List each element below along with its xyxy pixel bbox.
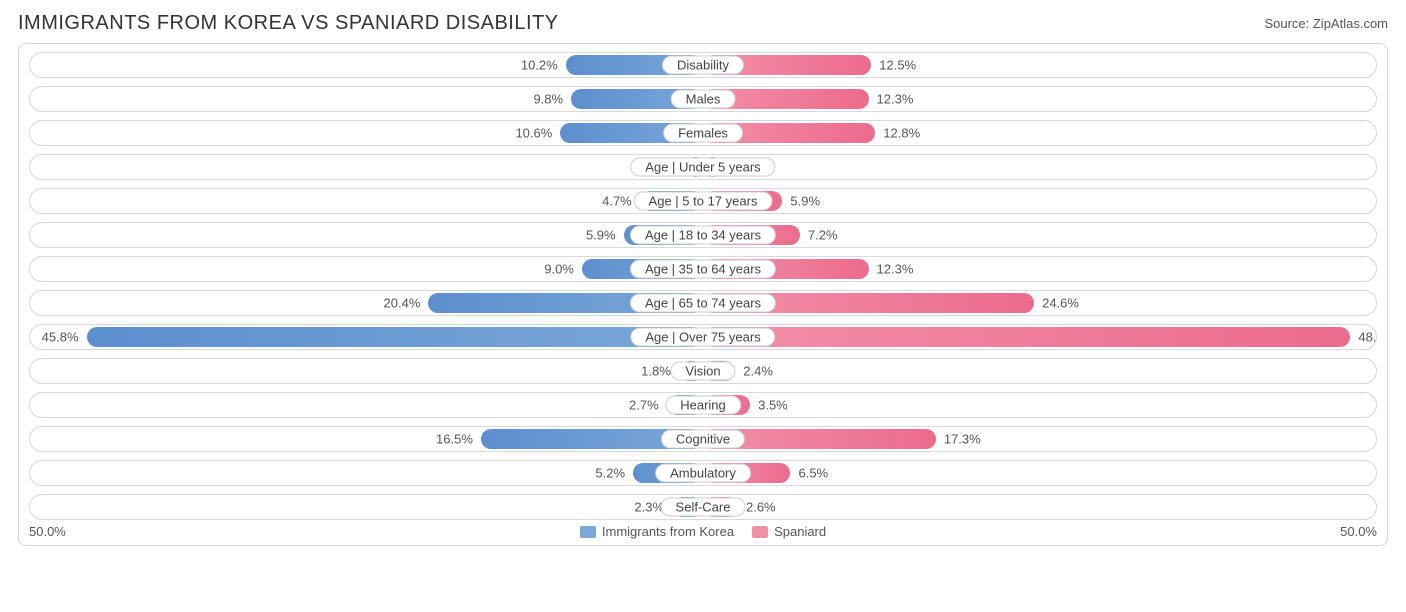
- legend-swatch-left: [580, 526, 596, 538]
- chart-row: 2.3%2.6%Self-Care: [29, 494, 1377, 520]
- value-left: 16.5%: [436, 432, 473, 447]
- value-right: 12.3%: [877, 92, 914, 107]
- category-label: Age | 18 to 34 years: [630, 226, 776, 245]
- source-label: Source: ZipAtlas.com: [1264, 16, 1388, 31]
- category-label: Males: [671, 90, 736, 109]
- chart-row: 45.8% 48.1% Age | Over 75 years: [29, 324, 1377, 350]
- chart-area: 10.2%12.5%Disability9.8%12.3%Males10.6%1…: [18, 43, 1388, 546]
- axis-left-label: 50.0%: [29, 524, 66, 539]
- value-left: 10.2%: [521, 58, 558, 73]
- value-left: 9.8%: [533, 92, 563, 107]
- category-label: Age | 35 to 64 years: [630, 260, 776, 279]
- legend-item-right: Spaniard: [752, 524, 826, 539]
- value-right: 5.9%: [790, 194, 820, 209]
- chart-row: 10.2% 12.5% Disability: [29, 52, 1377, 78]
- category-label: Vision: [670, 362, 735, 381]
- category-label: Age | 65 to 74 years: [630, 294, 776, 313]
- chart-title: IMMIGRANTS FROM KOREA VS SPANIARD DISABI…: [18, 12, 559, 35]
- value-right: 48.1%: [1358, 330, 1377, 345]
- value-left: 45.8%: [42, 330, 79, 345]
- chart-row: 20.4% 24.6% Age | 65 to 74 years: [29, 290, 1377, 316]
- category-label: Age | Over 75 years: [630, 328, 775, 347]
- value-left: 10.6%: [515, 126, 552, 141]
- chart-row: 2.7% 3.5% Hearing: [29, 392, 1377, 418]
- value-right: 2.6%: [746, 500, 776, 515]
- value-right: 7.2%: [808, 228, 838, 243]
- value-left: 1.8%: [641, 364, 671, 379]
- value-right: 17.3%: [944, 432, 981, 447]
- value-left: 9.0%: [544, 262, 574, 277]
- legend-item-left: Immigrants from Korea: [580, 524, 734, 539]
- category-label: Age | Under 5 years: [630, 158, 775, 177]
- category-label: Cognitive: [661, 430, 745, 449]
- chart-row: 10.6% 12.8% Females: [29, 120, 1377, 146]
- chart-row: 16.5% 17.3% Cognitive: [29, 426, 1377, 452]
- category-label: Self-Care: [661, 498, 746, 517]
- chart-row: 1.8% 2.4% Vision: [29, 358, 1377, 384]
- rows-container: 10.2%12.5%Disability9.8%12.3%Males10.6%1…: [29, 52, 1377, 520]
- legend-label-right: Spaniard: [774, 524, 826, 539]
- value-left: 5.2%: [595, 466, 625, 481]
- category-label: Disability: [662, 56, 744, 75]
- chart-row: 5.2% 6.5% Ambulatory: [29, 460, 1377, 486]
- category-label: Age | 5 to 17 years: [634, 192, 773, 211]
- value-left: 4.7%: [602, 194, 632, 209]
- chart-row: 4.7% 5.9% Age | 5 to 17 years: [29, 188, 1377, 214]
- category-label: Ambulatory: [655, 464, 751, 483]
- value-left: 2.7%: [629, 398, 659, 413]
- legend: Immigrants from Korea Spaniard: [580, 524, 826, 539]
- legend-swatch-right: [752, 526, 768, 538]
- bar-right: [703, 327, 1350, 347]
- value-left: 5.9%: [586, 228, 616, 243]
- value-right: 12.8%: [883, 126, 920, 141]
- value-right: 3.5%: [758, 398, 788, 413]
- value-left: 20.4%: [384, 296, 421, 311]
- value-right: 12.3%: [877, 262, 914, 277]
- axis-right-label: 50.0%: [1340, 524, 1377, 539]
- chart-row: 9.0% 12.3% Age | 35 to 64 years: [29, 256, 1377, 282]
- chart-footer: 50.0% Immigrants from Korea Spaniard 50.…: [29, 524, 1377, 539]
- bar-left: [87, 327, 703, 347]
- category-label: Females: [663, 124, 743, 143]
- legend-label-left: Immigrants from Korea: [602, 524, 734, 539]
- value-right: 24.6%: [1042, 296, 1079, 311]
- chart-row: 5.9% 7.2% Age | 18 to 34 years: [29, 222, 1377, 248]
- category-label: Hearing: [665, 396, 741, 415]
- value-right: 6.5%: [798, 466, 828, 481]
- chart-row: 9.8% 12.3% Males: [29, 86, 1377, 112]
- chart-row: 1.1%1.4%Age | Under 5 years: [29, 154, 1377, 180]
- value-right: 12.5%: [879, 58, 916, 73]
- value-right: 2.4%: [743, 364, 773, 379]
